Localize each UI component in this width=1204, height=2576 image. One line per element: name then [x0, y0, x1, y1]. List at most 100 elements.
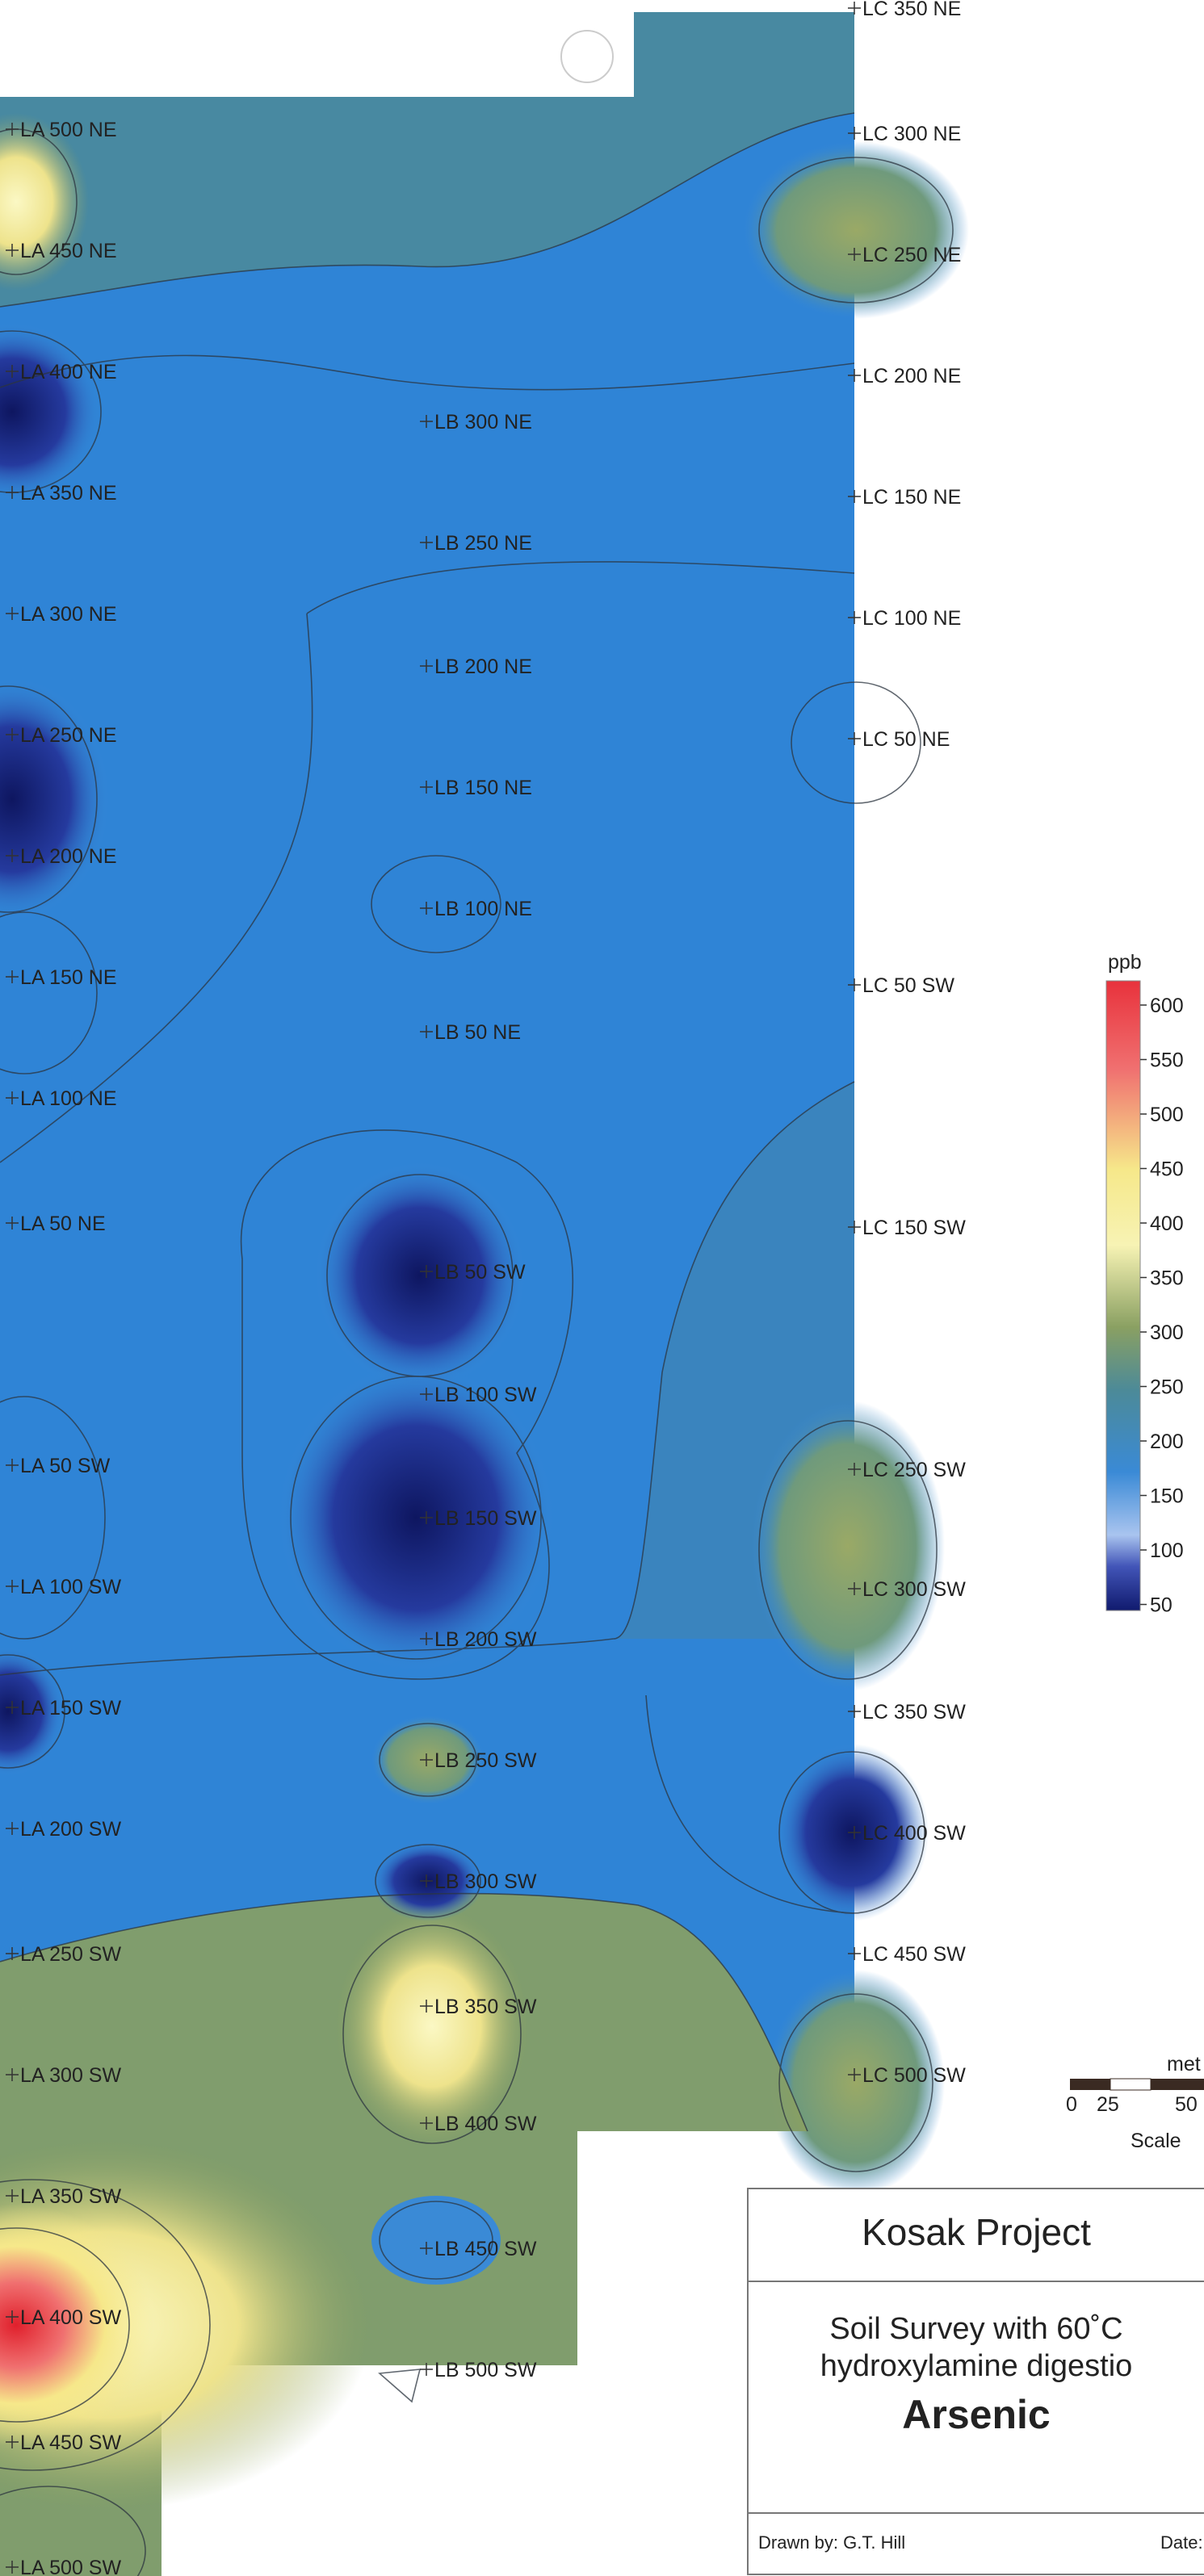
station-marker [6, 486, 19, 499]
legend-tick-label: 200 [1150, 1430, 1184, 1453]
legend-unit: ppb [1108, 951, 1142, 974]
station-marker [6, 2561, 19, 2574]
anomaly-la-500-ne [0, 113, 89, 291]
station-marker [6, 1580, 19, 1593]
legend-tick-label: 50 [1150, 1594, 1173, 1617]
station-label-c: LC 500 SW [862, 2064, 966, 2087]
station-label-a: LA 450 SW [20, 2431, 121, 2454]
station-label-a: LA 400 NE [20, 361, 117, 383]
station-marker [848, 611, 861, 624]
station-marker [848, 978, 861, 991]
station-label-b: LB 250 NE [434, 532, 532, 555]
anomaly-north-band [0, 12, 854, 307]
legend: ppb 600 550 500 450 400 350 300 250 200 150 100 50 [1105, 951, 1184, 1617]
station-label-b: LB 350 SW [434, 1996, 537, 2018]
station-marker [6, 2436, 19, 2448]
station-marker [848, 1221, 861, 1234]
station-label-c: LC 300 NE [862, 123, 961, 145]
scale-segment-1 [1070, 2079, 1110, 2090]
scale-tick-50: 50 [1175, 2093, 1198, 2116]
project-title: Kosak Project [862, 2211, 1091, 2253]
station-marker [420, 2117, 433, 2130]
legend-color-bar [1105, 980, 1141, 1611]
punch-hole [560, 30, 614, 83]
station-marker [6, 244, 19, 257]
station-label-c: LC 350 SW [862, 1701, 966, 1724]
anomaly-lb-50-sw [315, 1162, 525, 1389]
station-label-c: LC 100 NE [862, 607, 961, 630]
station-label-b: LB 200 SW [434, 1628, 537, 1651]
station-marker [6, 607, 19, 620]
station-label-a: LA 100 NE [20, 1087, 117, 1110]
station-label-c: LC 250 NE [862, 244, 961, 266]
anomaly-la-400-ne [0, 323, 101, 501]
station-marker [420, 1753, 433, 1766]
station-label-b: LB 450 SW [434, 2238, 537, 2260]
station-label-a: LA 450 NE [20, 240, 117, 262]
station-marker [848, 2068, 861, 2081]
title-divider-bottom [749, 2512, 1204, 2514]
station-marker [420, 902, 433, 915]
station-marker [420, 1632, 433, 1645]
station-marker [6, 1701, 19, 1714]
station-label-a: LA 300 SW [20, 2064, 121, 2087]
station-label-b: LB 300 NE [434, 411, 532, 434]
station-marker [6, 1822, 19, 1835]
station-label-c: LC 250 SW [862, 1459, 966, 1481]
survey-line-2: hydroxylamine digestio [820, 2349, 1133, 2383]
station-label-b: LB 300 SW [434, 1870, 537, 1893]
station-marker [420, 1265, 433, 1278]
station-label-a: LA 250 NE [20, 724, 117, 747]
station-marker [420, 536, 433, 549]
station-label-c: LC 50 NE [862, 728, 950, 751]
anomaly-la-250-ne [0, 678, 109, 920]
station-label-b: LB 150 NE [434, 777, 532, 799]
scale-bar: met 0 25 50 Scale [1066, 2053, 1204, 2152]
station-marker [420, 2363, 433, 2376]
station-marker [6, 1947, 19, 1960]
anomaly-lb-450-sw [371, 2196, 501, 2285]
date-label: Date: [1160, 2532, 1203, 2553]
survey-description: Soil Survey with 60˚C hydroxylamine dige… [749, 2310, 1204, 2385]
anomaly-lb-150-sw [279, 1364, 553, 1671]
element-title: Arsenic [902, 2392, 1051, 2437]
legend-tick-label: 500 [1150, 1104, 1184, 1126]
station-label-a: LA 300 NE [20, 603, 117, 626]
drawn-by: Drawn by: G.T. Hill [758, 2532, 906, 2553]
station-marker [848, 127, 861, 140]
station-marker [848, 1582, 861, 1595]
station-marker [6, 2189, 19, 2202]
station-marker [6, 2068, 19, 2081]
station-label-a: LA 50 SW [20, 1455, 111, 1477]
legend-tick-label: 100 [1150, 1539, 1184, 1562]
station-label-b: LB 400 SW [434, 2113, 537, 2135]
anomaly-lc-500-sw [767, 1970, 945, 2196]
station-label-b: LB 100 NE [434, 898, 532, 920]
station-marker [6, 365, 19, 378]
legend-tick-label: 450 [1150, 1158, 1184, 1181]
anomaly-lb-350-sw [335, 1905, 529, 2147]
station-label-c: LC 400 SW [862, 1822, 966, 1845]
station-marker [6, 123, 19, 136]
survey-line-1: Soil Survey with 60˚C [829, 2312, 1123, 2346]
station-label-a: LA 350 SW [20, 2185, 121, 2208]
station-marker [848, 1947, 861, 1960]
contour-lines [0, 112, 954, 2576]
scale-tick-0: 0 [1066, 2093, 1077, 2116]
station-marker [6, 970, 19, 983]
station-label-c: LC 200 NE [862, 365, 961, 387]
station-marker [6, 849, 19, 862]
station-label-b: LB 500 SW [434, 2359, 537, 2381]
station-marker [848, 1826, 861, 1839]
station-label-a: LA 500 SW [20, 2557, 121, 2576]
station-marker [6, 1459, 19, 1472]
station-label-a: LA 400 SW [20, 2306, 121, 2329]
legend-tick-label: 350 [1150, 1267, 1184, 1290]
title-block: Kosak Project Soil Survey with 60˚C hydr… [747, 2188, 1204, 2575]
anomaly-lc-300-sw [751, 1401, 945, 1691]
station-marker [420, 2242, 433, 2255]
scale-segment-3 [1151, 2079, 1204, 2090]
anomaly-lc-250-ne [743, 141, 969, 319]
station-label-c: LC 150 NE [862, 486, 961, 509]
station-label-b: LB 50 NE [434, 1021, 521, 1044]
